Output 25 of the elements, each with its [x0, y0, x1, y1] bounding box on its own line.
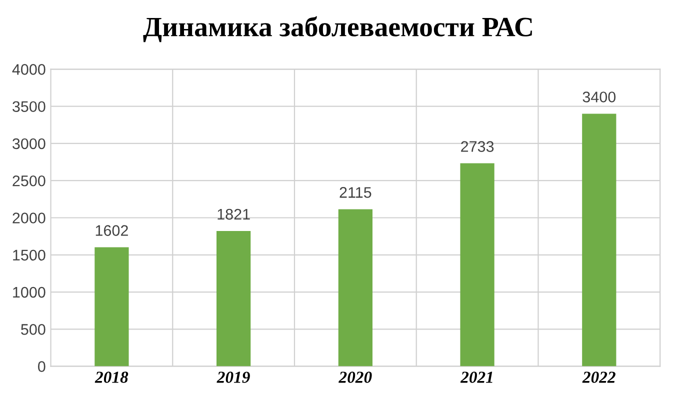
bar — [338, 209, 372, 366]
y-tick-label: 3500 — [12, 101, 46, 112]
data-label: 2115 — [340, 187, 372, 198]
chart-title: Динамика заболеваемости РАС — [143, 16, 532, 42]
bar — [216, 231, 251, 366]
y-tick-label: 1500 — [13, 250, 46, 261]
data-label: 1602 — [96, 225, 128, 236]
data-label: 3400 — [582, 92, 616, 102]
x-tick-label: 2019 — [216, 372, 250, 383]
data-label: 2733 — [461, 141, 494, 152]
data-label: 1821 — [218, 208, 250, 220]
y-tick-label: 500 — [21, 324, 46, 335]
x-tick-label: 2018 — [94, 372, 128, 383]
y-tick-label: 2000 — [12, 212, 46, 224]
bar — [460, 163, 494, 366]
bar — [94, 247, 129, 366]
y-tick-label: 4000 — [12, 64, 46, 75]
x-tick-label: 2021 — [460, 372, 492, 383]
y-tick-label: 0 — [38, 361, 46, 372]
x-tick-label: 2022 — [582, 372, 616, 383]
y-tick-label: 3000 — [12, 138, 46, 150]
x-tick-label: 2020 — [338, 372, 372, 383]
y-tick-label: 1000 — [13, 286, 46, 298]
y-tick-label: 2500 — [12, 175, 46, 186]
bar — [582, 114, 616, 366]
